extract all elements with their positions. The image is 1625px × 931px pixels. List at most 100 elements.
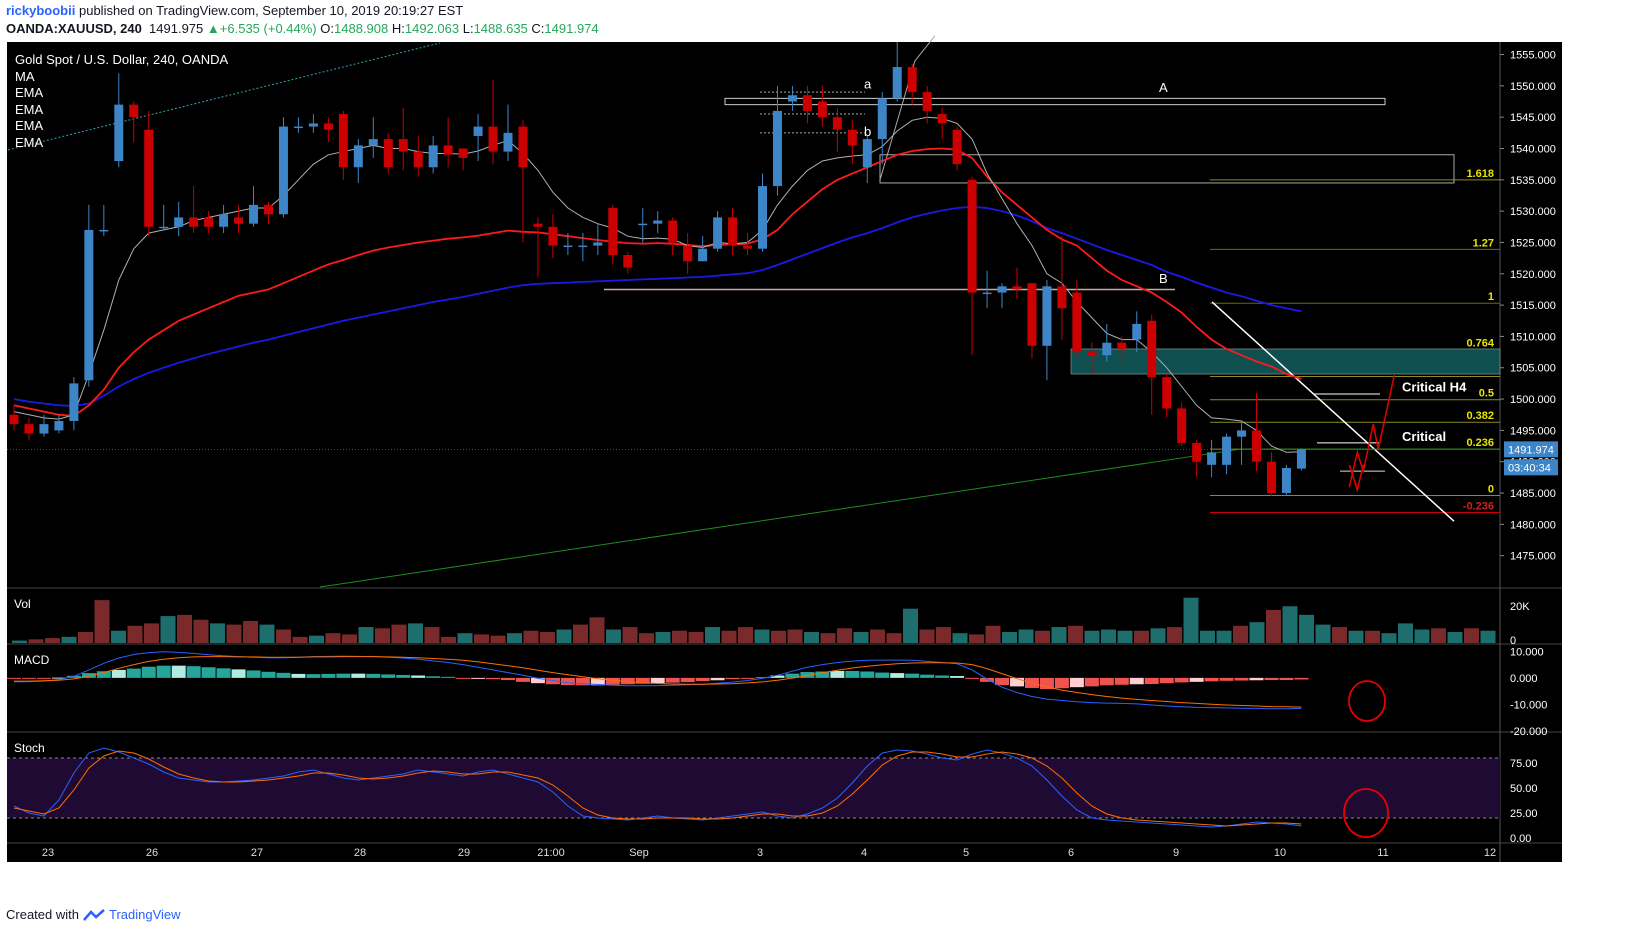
macd-y-label: -20.000 bbox=[1510, 726, 1547, 738]
macd-histogram-bar bbox=[426, 676, 441, 678]
x-tick-label: 23 bbox=[42, 847, 54, 859]
macd-histogram-bar bbox=[935, 675, 950, 678]
last-price-badge bbox=[1504, 441, 1558, 458]
y-tick-label: 1485.000 bbox=[1510, 488, 1556, 500]
macd-histogram-bar bbox=[1249, 677, 1264, 681]
macd-histogram-bar bbox=[381, 674, 396, 678]
candle-body bbox=[39, 424, 49, 434]
macd-histogram-bar bbox=[1069, 677, 1084, 688]
y-tick-label: 1510.000 bbox=[1510, 331, 1556, 343]
candle-body bbox=[623, 254, 633, 268]
macd-histogram-bar bbox=[456, 677, 471, 679]
volume-bar bbox=[919, 629, 935, 643]
volume-bar bbox=[1249, 622, 1265, 643]
legend-indicator[interactable]: MA bbox=[15, 68, 35, 84]
published-text: published on TradingView.com, September … bbox=[78, 3, 464, 18]
macd-histogram-bar bbox=[770, 675, 785, 678]
macd-histogram-bar bbox=[1039, 677, 1054, 690]
volume-bar bbox=[771, 630, 786, 643]
candle-body bbox=[772, 110, 782, 187]
volume-bar bbox=[705, 627, 720, 643]
volume-bar bbox=[1117, 630, 1133, 643]
volume-bar bbox=[45, 638, 60, 643]
low-value: 1488.635 bbox=[473, 21, 528, 36]
legend-indicator[interactable]: EMA bbox=[15, 118, 44, 133]
x-tick-label: 4 bbox=[861, 847, 867, 859]
volume-bar bbox=[292, 636, 308, 643]
candle-body bbox=[1266, 461, 1276, 494]
zone-A-box bbox=[724, 97, 1386, 106]
open-value: 1488.908 bbox=[334, 21, 389, 36]
volume-bar bbox=[969, 634, 984, 643]
y-tick-label: 1505.000 bbox=[1510, 363, 1556, 375]
volume-bar bbox=[1464, 628, 1479, 643]
macd-histogram-bar bbox=[1279, 677, 1294, 680]
candle-body bbox=[952, 129, 962, 165]
legend-indicator[interactable]: EMA bbox=[15, 85, 44, 100]
candle-body bbox=[1237, 430, 1247, 437]
macd-line bbox=[13, 651, 1302, 710]
tradingview-brand[interactable]: TradingView bbox=[108, 907, 181, 922]
macd-histogram-bar bbox=[785, 673, 800, 678]
candle-body bbox=[548, 226, 558, 246]
macd-histogram-bar bbox=[246, 670, 261, 678]
macd-histogram-bar bbox=[216, 668, 231, 678]
close-label: C: bbox=[531, 21, 545, 36]
y-tick-label: 1535.000 bbox=[1510, 175, 1556, 187]
candle-body bbox=[698, 248, 708, 262]
x-tick-label: 9 bbox=[1173, 847, 1179, 859]
volume-bar bbox=[177, 614, 192, 643]
publish-header: rickyboobii published on TradingView.com… bbox=[6, 3, 463, 18]
macd-histogram-bar bbox=[471, 677, 486, 679]
macd-histogram-bar bbox=[905, 673, 920, 678]
wave-label-B: B bbox=[1159, 271, 1168, 286]
fib-level-label: 0.764 bbox=[1466, 338, 1494, 350]
candle-body bbox=[832, 117, 842, 130]
volume-bar bbox=[1018, 629, 1034, 643]
candle-body bbox=[728, 217, 738, 246]
candle-body bbox=[982, 292, 992, 295]
legend-indicator[interactable]: EMA bbox=[15, 101, 44, 117]
candle-body bbox=[323, 123, 333, 130]
candle-body bbox=[1296, 449, 1306, 469]
volume-bar bbox=[1101, 629, 1116, 643]
volume-pane-title: Vol bbox=[14, 597, 31, 611]
chart-legend: Gold Spot / U.S. Dollar, 240, OANDA MA E… bbox=[15, 52, 228, 151]
volume-bar bbox=[606, 629, 621, 643]
candle-body bbox=[1192, 442, 1202, 462]
candle-body bbox=[204, 217, 214, 227]
x-tick-label: 3 bbox=[757, 847, 763, 859]
macd-histogram-bar bbox=[920, 674, 935, 678]
chart-background bbox=[7, 42, 1562, 862]
candle-body bbox=[84, 229, 94, 381]
volume-bar bbox=[1266, 609, 1281, 643]
volume-bar bbox=[1282, 606, 1298, 643]
macd-histogram-bar bbox=[590, 677, 605, 686]
macd-histogram-bar bbox=[635, 677, 650, 684]
candle-body bbox=[69, 383, 79, 421]
fib-level-label: 1.27 bbox=[1473, 237, 1494, 249]
stoch-highlight-circle bbox=[1343, 788, 1389, 838]
macd-signal-line bbox=[14, 656, 1302, 708]
candle-body bbox=[249, 204, 259, 224]
volume-bar bbox=[1480, 630, 1496, 643]
candle-body bbox=[99, 229, 109, 232]
volume-bar bbox=[490, 635, 506, 643]
projection-arrow bbox=[1348, 375, 1395, 487]
volume-bar bbox=[589, 617, 605, 643]
macd-histogram-bar bbox=[306, 674, 321, 678]
x-tick-label: 26 bbox=[146, 847, 158, 859]
macd-histogram-bar bbox=[800, 672, 815, 678]
candle-body bbox=[368, 139, 378, 146]
volume-bar bbox=[1200, 630, 1215, 643]
legend-indicator[interactable]: EMA bbox=[15, 134, 44, 150]
volume-bar bbox=[1381, 633, 1397, 643]
x-tick-label: 21:00 bbox=[537, 847, 565, 859]
candle-body bbox=[1177, 408, 1187, 443]
author-link[interactable]: rickyboobii bbox=[6, 3, 76, 18]
candle-body bbox=[668, 220, 678, 243]
y-tick-label: 1555.000 bbox=[1510, 50, 1556, 62]
volume-bar bbox=[28, 639, 44, 643]
volume-bar bbox=[160, 616, 176, 643]
